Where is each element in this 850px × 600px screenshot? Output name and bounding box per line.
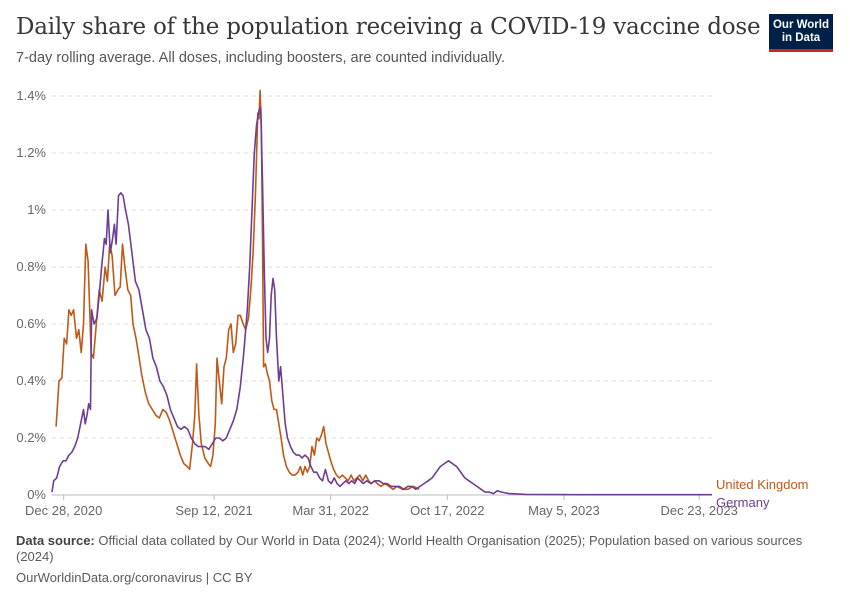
y-tick-label: 0.4% [16, 373, 46, 388]
x-tick-label: Dec 28, 2020 [25, 503, 102, 518]
url-license[interactable]: OurWorldinData.org/coronavirus | CC BY [16, 570, 253, 585]
x-tick-label: Mar 31, 2022 [292, 503, 369, 518]
source-note: Data source: Official data collated by O… [16, 533, 816, 565]
series-line-united-kingdom [55, 89, 420, 491]
y-tick-label: 0.2% [16, 430, 46, 445]
x-tick-label: Dec 23, 2023 [661, 503, 738, 518]
chart-title: Daily share of the population receiving … [16, 14, 761, 40]
y-tick-label: 0.6% [16, 316, 46, 331]
chart-subtitle: 7-day rolling average. All doses, includ… [16, 50, 505, 66]
gridlines [52, 95, 712, 496]
y-tick-label: 1.4% [16, 88, 46, 103]
y-tick-label: 0% [27, 487, 46, 502]
y-axis-ticks: 0% 0.2% 0.4% 0.6% 0.8% 1% 1.2% 1.4% [16, 88, 46, 502]
y-tick-label: 1% [27, 202, 46, 217]
x-tick-label: Oct 17, 2022 [410, 503, 484, 518]
owid-logo[interactable]: Our World in Data [769, 14, 833, 52]
logo-line-1: Our World [772, 19, 829, 31]
x-axis-ticks: Dec 28, 2020 Sep 12, 2021 Mar 31, 2022 Oct … [25, 495, 738, 518]
x-tick-label: Sep 12, 2021 [175, 503, 252, 518]
source-text: Official data collated by Our World in D… [16, 533, 803, 564]
y-tick-label: 1.2% [16, 145, 46, 160]
y-tick-label: 0.8% [16, 259, 46, 274]
series-label-germany: Germany [716, 495, 770, 510]
series-label-united-kingdom: United Kingdom [716, 477, 809, 492]
series-labels: United Kingdom Germany [716, 477, 809, 510]
series-line-germany [51, 106, 712, 496]
x-tick-label: May 5, 2023 [528, 503, 600, 518]
series-lines [51, 89, 712, 496]
logo-line-2: in Data [781, 32, 821, 44]
source-label: Data source: [16, 533, 95, 548]
